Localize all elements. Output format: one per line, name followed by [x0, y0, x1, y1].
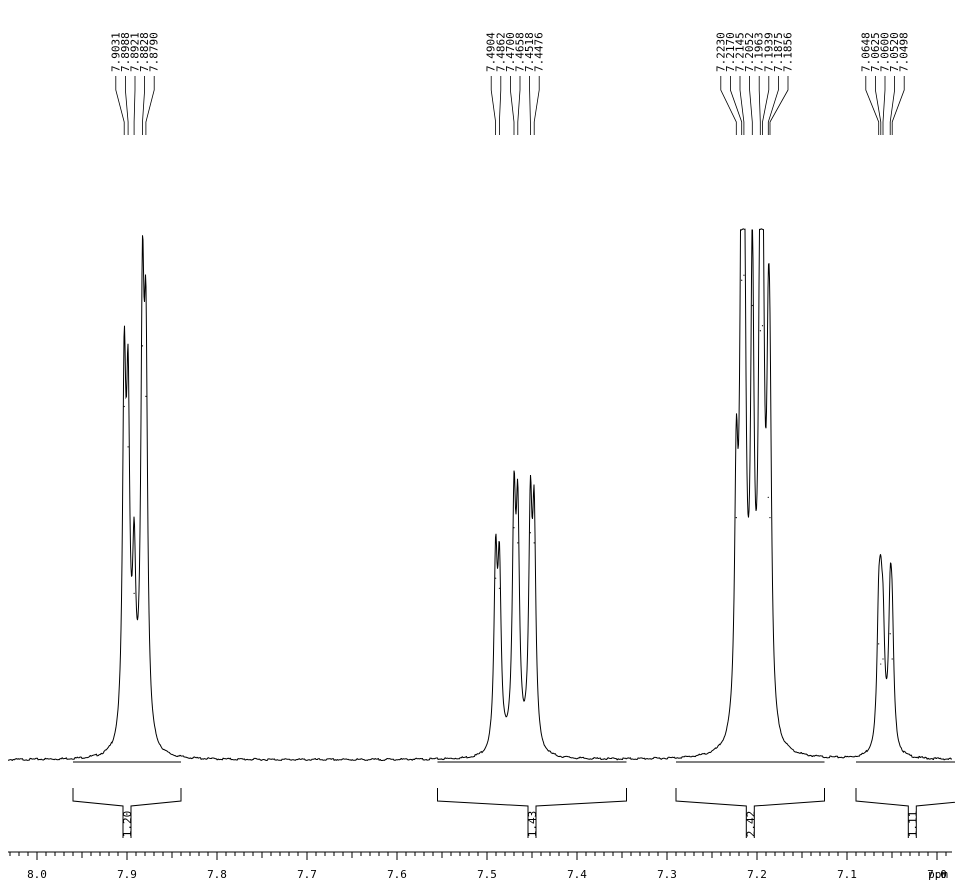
peak-connector — [490, 76, 496, 135]
x-tick-label: 7.8 — [207, 868, 227, 881]
x-tick-label: 7.2 — [747, 868, 767, 881]
peak-label: 7.2052 — [743, 32, 756, 72]
x-tick-label: 8.0 — [27, 868, 47, 881]
peak-connector — [730, 76, 743, 135]
peak-label: 7.4518 — [523, 32, 536, 72]
x-tick-label: 7.3 — [657, 868, 677, 881]
peak-point — [517, 542, 519, 544]
peak-connector — [115, 76, 125, 135]
peak-label: 7.1939 — [762, 32, 775, 72]
x-tick-label: 7.4 — [567, 868, 587, 881]
peak-point — [498, 587, 501, 589]
peak-point — [751, 304, 753, 307]
peak-point — [735, 517, 737, 519]
peak-label: 7.9031 — [109, 32, 122, 72]
integral-value: 1.11 — [906, 811, 919, 838]
x-axis: 8.07.97.87.77.67.57.47.37.27.17.06.96.86… — [8, 851, 952, 881]
peak-label: 7.0625 — [869, 32, 882, 72]
x-tick-label: 7.9 — [117, 868, 137, 881]
integral-layer: 1.201.432.421.111.071.051.00 — [72, 761, 955, 838]
peak-label: 7.4476 — [533, 32, 546, 72]
peak-connector — [749, 76, 753, 135]
peak-label: 7.0498 — [898, 32, 911, 72]
peak-connector — [529, 76, 531, 135]
peak-connector — [142, 76, 145, 135]
peak-label: 7.2230 — [714, 32, 727, 72]
peak-point — [127, 446, 129, 448]
integral-value: 2.42 — [744, 811, 757, 838]
peak-connector — [739, 76, 745, 135]
peak-point — [495, 577, 497, 579]
peak-point — [880, 663, 882, 665]
peak-point — [741, 279, 743, 281]
peak-connector — [882, 76, 886, 135]
peak-point — [889, 633, 891, 635]
peak-label: 7.4658 — [514, 32, 527, 72]
peak-point — [878, 643, 880, 645]
peak-point — [759, 330, 761, 332]
peak-point — [761, 325, 764, 327]
peak-connector — [762, 76, 770, 135]
peak-connector — [769, 76, 789, 135]
peak-point — [145, 395, 147, 397]
peak-connector — [125, 76, 129, 135]
peak-point — [882, 658, 884, 660]
peak-label: 7.8921 — [129, 32, 142, 72]
x-tick-label: 7.6 — [387, 868, 407, 881]
peak-label: 7.1856 — [782, 32, 795, 72]
peak-label: 7.8790 — [148, 32, 161, 72]
peak-point — [513, 527, 515, 529]
spectrum-trace — [8, 228, 952, 761]
peak-connector — [875, 76, 882, 135]
peak-label: 7.2170 — [724, 32, 737, 72]
peak-label: 7.1963 — [753, 32, 766, 72]
peak-connector — [133, 76, 136, 135]
x-tick-label: 7.1 — [837, 868, 857, 881]
integral-bracket — [855, 788, 955, 838]
peak-point — [141, 345, 144, 347]
x-tick-label: 7.7 — [297, 868, 317, 881]
peak-connector — [145, 76, 155, 135]
integral-bracket — [675, 788, 825, 838]
peak-point — [133, 592, 135, 594]
peak-connector — [889, 76, 895, 135]
peak-connector — [865, 76, 880, 135]
x-tick-label: 7.0 — [927, 868, 947, 881]
peak-connector — [517, 76, 521, 135]
peak-label: 7.1875 — [772, 32, 785, 72]
integral-bracket — [72, 788, 182, 838]
integral-bracket — [437, 788, 627, 838]
peak-label: 7.2145 — [734, 32, 747, 72]
peak-label: 7.4700 — [504, 32, 517, 72]
peak-point — [743, 274, 745, 276]
peak-label: 7.0600 — [879, 32, 892, 72]
peak-connector — [891, 76, 905, 135]
peak-point — [767, 496, 769, 498]
peak-point — [769, 517, 771, 519]
peak-label: 7.0648 — [859, 32, 872, 72]
peak-connector — [720, 76, 737, 135]
spectrum-trace-layer — [8, 228, 952, 761]
peak-point — [123, 405, 125, 408]
peak-connector — [767, 76, 779, 135]
peak-point — [529, 532, 531, 534]
peak-connector — [499, 76, 502, 135]
peak-point — [533, 542, 535, 544]
peak-connector — [510, 76, 515, 135]
peak-connector — [533, 76, 540, 135]
peak-point — [891, 658, 893, 660]
integral-value: 1.20 — [121, 811, 134, 838]
peak-label: 7.4862 — [494, 32, 507, 72]
peak-label: 7.8988 — [119, 32, 132, 72]
peak-label: 7.0520 — [888, 32, 901, 72]
x-axis-label: ppm — [928, 868, 948, 881]
peak-connector — [758, 76, 761, 135]
integral-value: 1.43 — [526, 811, 539, 838]
x-tick-label: 7.5 — [477, 868, 497, 881]
peak-label: 7.8828 — [138, 32, 151, 72]
peak-label: 7.4904 — [485, 32, 498, 72]
